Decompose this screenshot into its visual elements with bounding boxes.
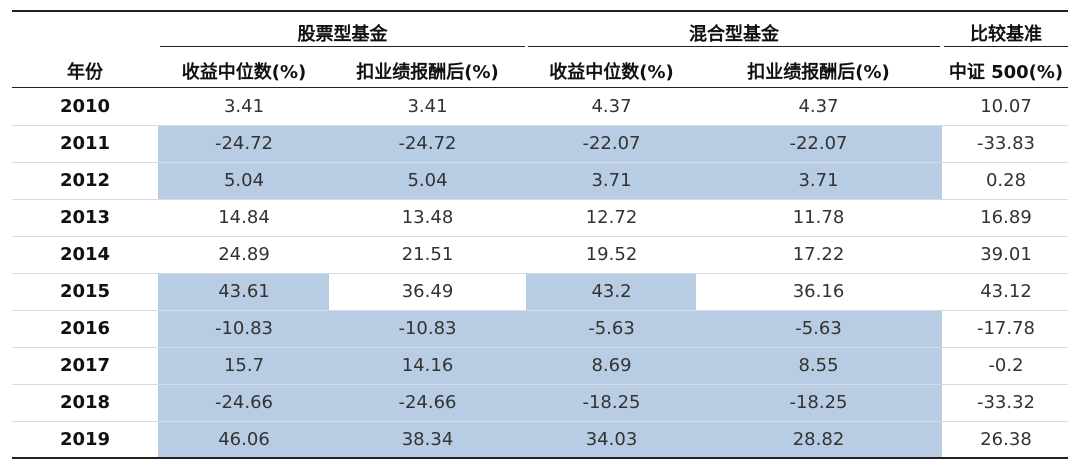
table-cell-benchmark: -33.32 (976, 392, 1036, 413)
highlight-band (158, 162, 942, 199)
row-year-cell: 2016 (59, 318, 111, 339)
table-cell-stock-median: 43.61 (218, 281, 270, 302)
highlight-band (158, 273, 329, 310)
table-cell-benchmark: -0.2 (988, 355, 1024, 376)
highlight-band (158, 384, 942, 421)
column-header-hybrid-median: 收益中位数(%) (549, 62, 674, 83)
table-cell-hybrid-median: 8.69 (591, 355, 632, 376)
table-cell-benchmark: 0.28 (985, 170, 1027, 191)
table-cell-stock-median: 14.84 (218, 207, 270, 228)
table-cell-hybrid-after-fee: -18.25 (789, 392, 848, 413)
group-header-benchmark: 比较基准 (970, 24, 1042, 45)
table-cell-hybrid-median: 19.52 (585, 244, 638, 265)
table-cell-hybrid-median: 3.71 (591, 170, 632, 191)
table-cell-benchmark: 10.07 (980, 96, 1032, 117)
row-separator (12, 384, 1068, 385)
table-cell-hybrid-after-fee: 3.71 (798, 170, 839, 191)
group-header-hybrid: 混合型基金 (689, 24, 779, 45)
highlight-band (158, 310, 942, 347)
highlight-band (158, 347, 942, 384)
table-cell-hybrid-after-fee: -5.63 (795, 318, 842, 339)
hybrid-group-underline (528, 46, 940, 47)
row-separator (12, 347, 1068, 348)
table-cell-hybrid-median: 34.03 (585, 429, 638, 450)
table-top-rule (12, 10, 1068, 12)
table-cell-stock-median: 5.04 (223, 170, 265, 191)
table-cell-hybrid-after-fee: 28.82 (792, 429, 845, 450)
column-header-benchmark: 中证 500(%) (948, 62, 1064, 83)
table-cell-stock-median: 46.06 (218, 429, 270, 450)
table-cell-stock-median: -10.83 (214, 318, 274, 339)
table-cell-hybrid-median: -18.25 (582, 392, 641, 413)
table-cell-benchmark: 39.01 (980, 244, 1032, 265)
table-cell-stock-after-fee: -24.66 (398, 392, 457, 413)
column-header-stock-after-fee: 扣业绩报酬后(%) (356, 62, 499, 83)
highlight-band (158, 421, 942, 458)
column-header-hybrid-after-fee: 扣业绩报酬后(%) (747, 62, 890, 83)
row-year-cell: 2019 (59, 429, 111, 450)
row-separator (12, 273, 1068, 274)
table-cell-benchmark: 26.38 (980, 429, 1032, 450)
table-cell-stock-after-fee: 5.04 (407, 170, 448, 191)
table-cell-stock-after-fee: 3.41 (407, 96, 448, 117)
table-cell-hybrid-after-fee: 36.16 (792, 281, 845, 302)
table-cell-hybrid-median: 12.72 (585, 207, 638, 228)
column-header-stock-median: 收益中位数(%) (181, 62, 307, 83)
table-cell-benchmark: 43.12 (980, 281, 1032, 302)
row-separator (12, 310, 1068, 311)
table-cell-stock-median: -24.72 (214, 133, 274, 154)
highlight-band (158, 125, 942, 162)
row-year-cell: 2018 (59, 392, 111, 413)
row-separator (12, 199, 1068, 200)
row-year-cell: 2014 (59, 244, 111, 265)
header-bottom-rule (12, 87, 1068, 88)
highlight-band (526, 273, 696, 310)
row-year-cell: 2015 (59, 281, 111, 302)
table-cell-benchmark: 16.89 (980, 207, 1032, 228)
table-cell-stock-after-fee: -10.83 (398, 318, 457, 339)
table-cell-hybrid-median: 4.37 (591, 96, 632, 117)
column-header-year: 年份 (67, 62, 103, 83)
stock-group-underline (160, 46, 525, 47)
table-cell-stock-median: 15.7 (223, 355, 265, 376)
table-cell-hybrid-median: 43.2 (591, 281, 632, 302)
table-cell-hybrid-after-fee: 17.22 (792, 244, 845, 265)
row-separator (12, 162, 1068, 163)
table-cell-stock-after-fee: -24.72 (398, 133, 457, 154)
table-cell-benchmark: -33.83 (976, 133, 1036, 154)
row-year-cell: 2017 (59, 355, 111, 376)
row-year-cell: 2012 (59, 170, 111, 191)
group-header-stock: 股票型基金 (297, 24, 388, 45)
table-cell-hybrid-median: -5.63 (588, 318, 635, 339)
row-separator (12, 236, 1068, 237)
table-cell-stock-after-fee: 38.34 (401, 429, 454, 450)
row-year-cell: 2013 (59, 207, 111, 228)
table-cell-stock-after-fee: 36.49 (401, 281, 454, 302)
table-cell-hybrid-median: -22.07 (582, 133, 641, 154)
table-cell-stock-median: -24.66 (214, 392, 274, 413)
table-cell-benchmark: -17.78 (976, 318, 1036, 339)
table-cell-stock-median: 3.41 (223, 96, 265, 117)
table-cell-stock-after-fee: 13.48 (401, 207, 454, 228)
table-cell-hybrid-after-fee: 8.55 (798, 355, 839, 376)
benchmark-group-underline (944, 46, 1068, 47)
row-year-cell: 2010 (59, 96, 111, 117)
table-cell-hybrid-after-fee: 11.78 (792, 207, 845, 228)
table-cell-stock-after-fee: 14.16 (401, 355, 454, 376)
table-cell-stock-after-fee: 21.51 (401, 244, 454, 265)
table-cell-hybrid-after-fee: -22.07 (789, 133, 848, 154)
table-cell-hybrid-after-fee: 4.37 (798, 96, 839, 117)
row-year-cell: 2011 (59, 133, 111, 154)
table-bottom-rule (12, 457, 1068, 459)
row-separator (12, 421, 1068, 422)
row-separator (12, 125, 1068, 126)
table-cell-stock-median: 24.89 (218, 244, 270, 265)
